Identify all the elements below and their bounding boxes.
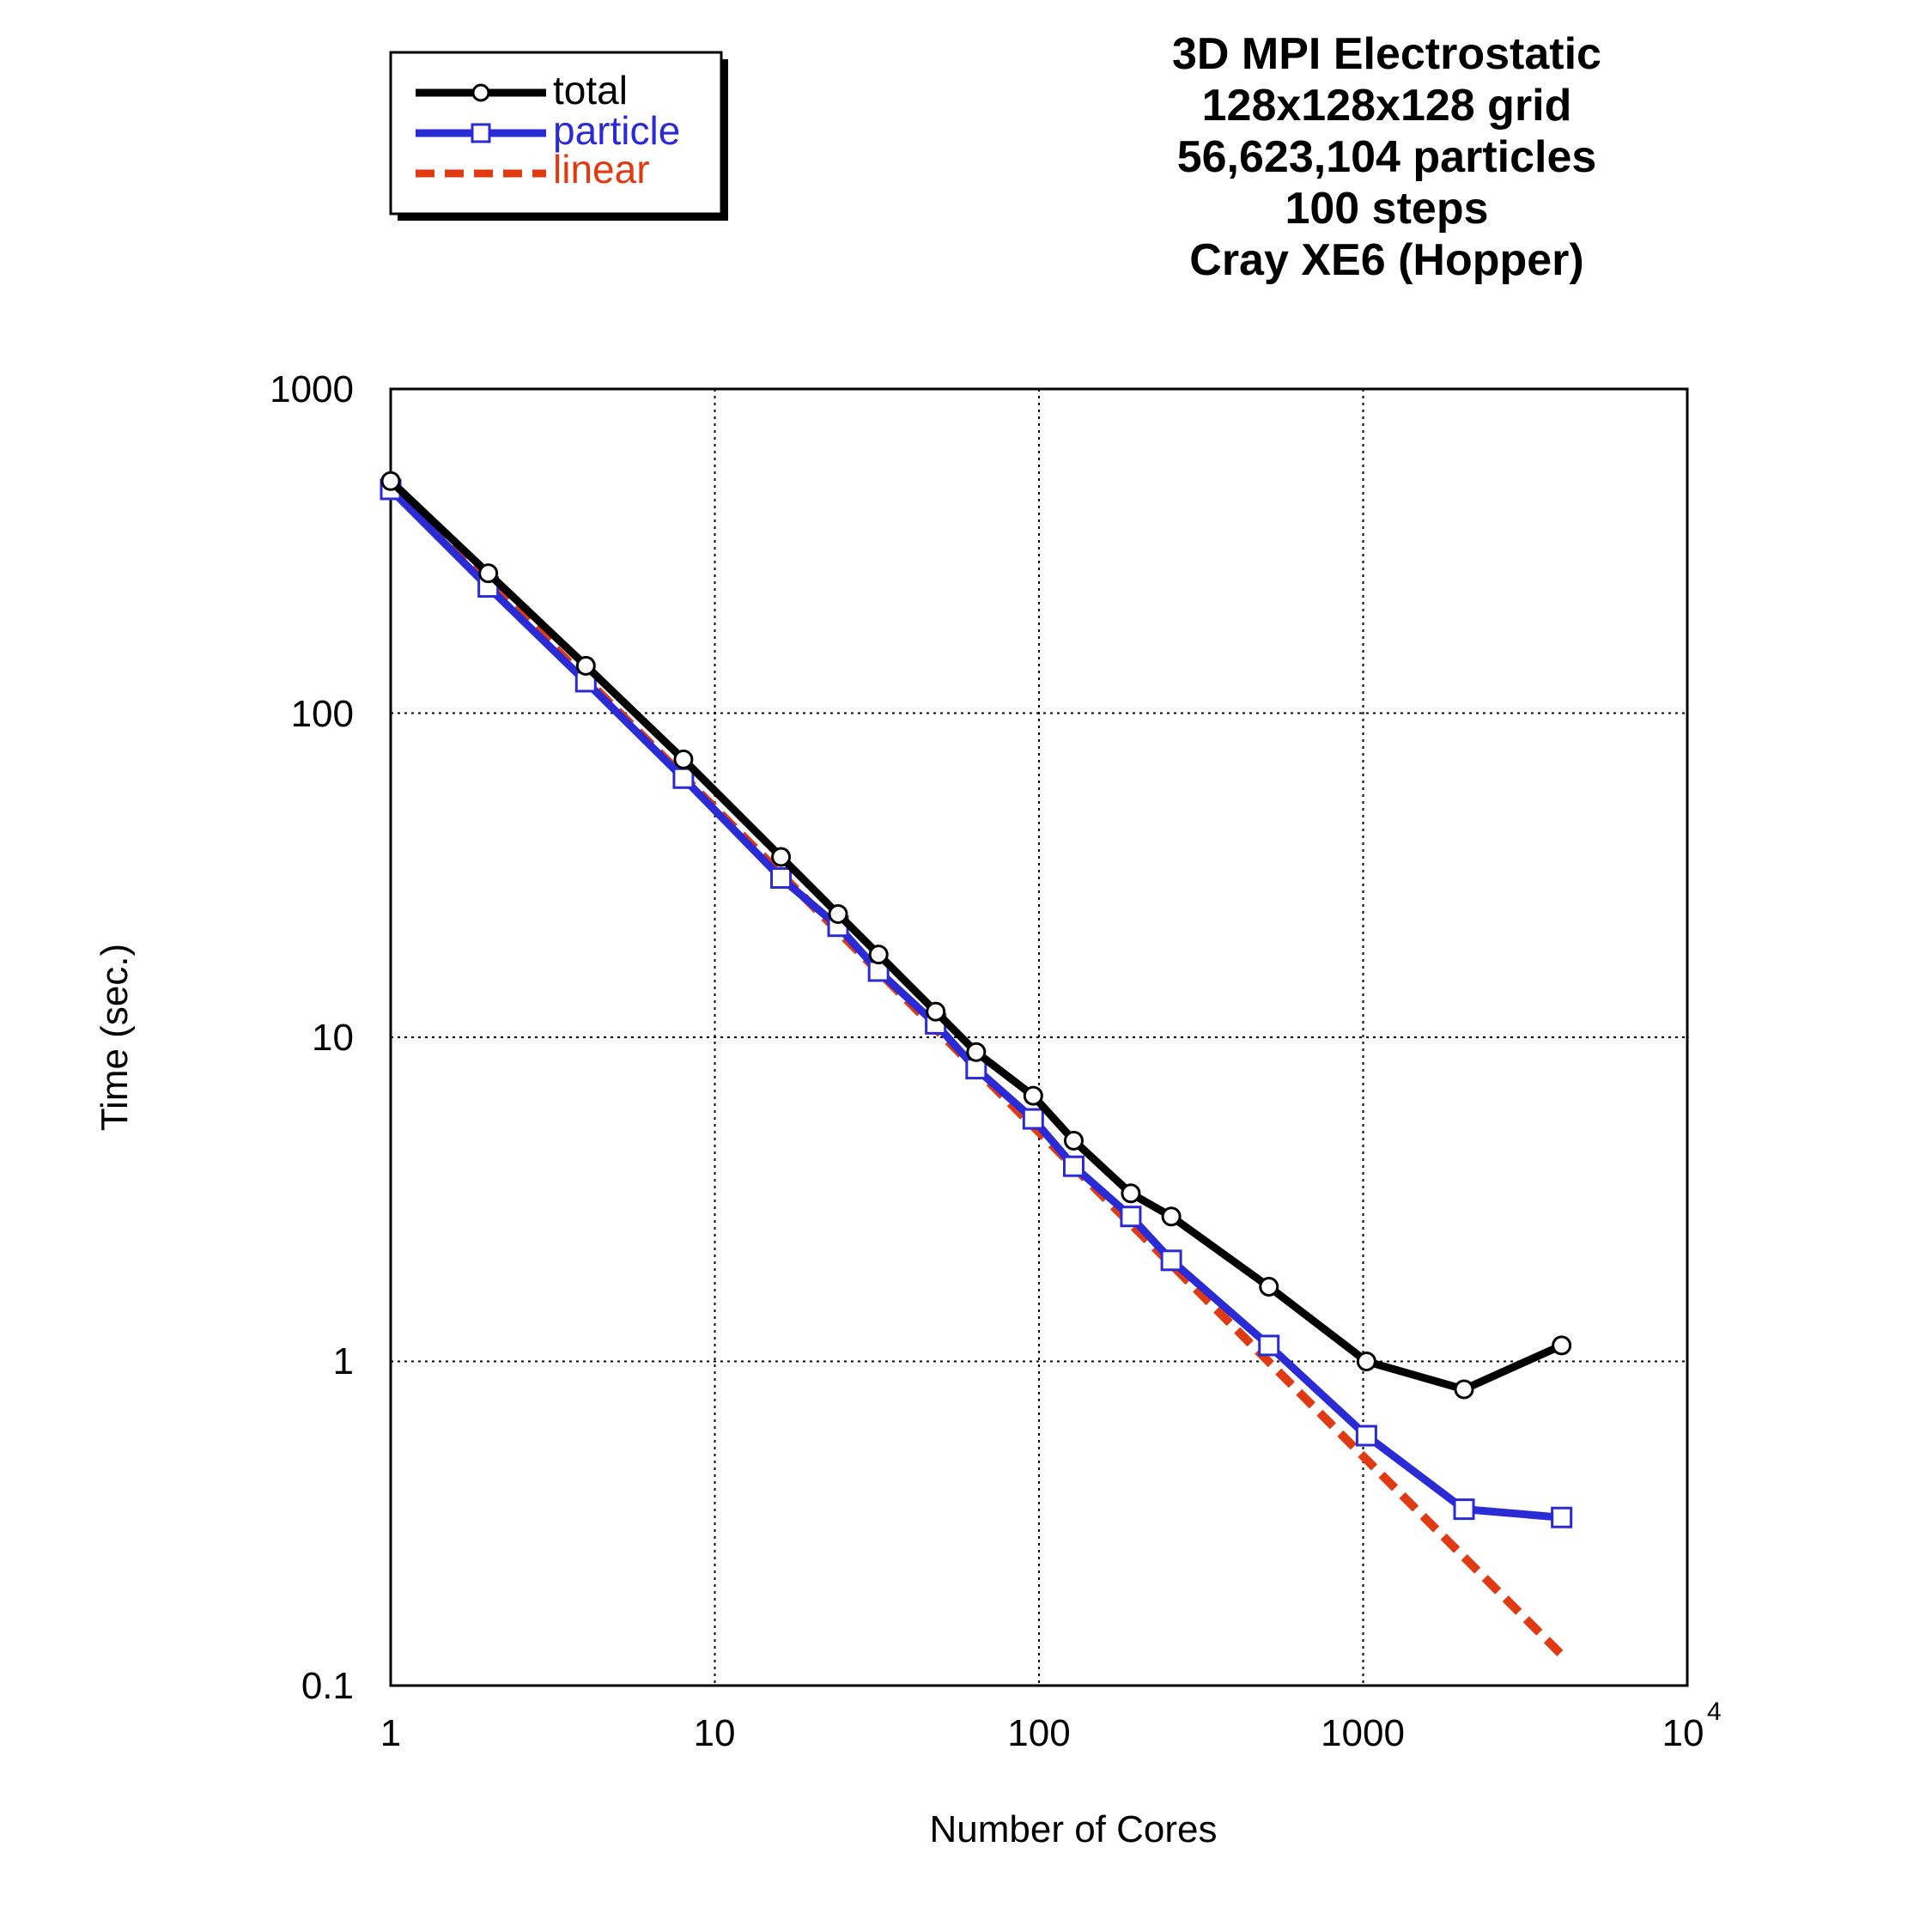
series-layer: [380, 471, 1573, 1658]
data-point-total: [1023, 1085, 1043, 1106]
x-tick-label: 10: [694, 1712, 736, 1754]
grid: [391, 389, 1687, 1686]
data-point-particle: [770, 867, 793, 890]
data-point-particle: [1258, 1334, 1280, 1357]
data-point-total: [828, 903, 848, 924]
y-axis-ticks: 0.1 1 10 100 1000: [270, 368, 354, 1707]
y-tick-label: 100: [291, 693, 354, 735]
data-point-total: [575, 655, 596, 676]
x-tick-label: 1: [380, 1712, 401, 1754]
title-line-5: Cray XE6 (Hopper): [1189, 235, 1583, 285]
data-point-total: [673, 749, 694, 769]
data-point-total: [1161, 1206, 1182, 1227]
legend-item-linear: linear: [416, 147, 650, 191]
legend-label-total: total: [553, 68, 628, 112]
y-tick-label: 1: [333, 1340, 354, 1382]
series-total: [380, 471, 1572, 1400]
data-point-particle: [672, 767, 695, 789]
title-line-3: 56,623,104 particles: [1177, 132, 1597, 182]
legend-label-linear: linear: [553, 147, 650, 191]
data-point-particle: [965, 1058, 987, 1080]
legend-label-particle: particle: [553, 108, 680, 153]
data-point-total: [1121, 1183, 1141, 1204]
data-point-total: [868, 945, 889, 965]
x-tick-label: 10: [1662, 1712, 1704, 1754]
data-point-particle: [1551, 1506, 1573, 1528]
legend: total particle linear: [389, 51, 728, 221]
legend-item-total: total: [416, 68, 628, 112]
y-tick-label: 1000: [270, 368, 354, 410]
x-tick-exponent: 4: [1707, 1698, 1722, 1726]
data-point-particle: [1160, 1249, 1182, 1272]
y-tick-label: 10: [312, 1017, 354, 1059]
title-line-1: 3D MPI Electrostatic: [1172, 29, 1601, 79]
data-point-total: [771, 847, 792, 867]
y-tick-label: 0.1: [301, 1665, 354, 1707]
title-line-2: 128x128x128 grid: [1202, 81, 1572, 131]
data-point-total: [1356, 1352, 1376, 1371]
x-tick-label: 100: [1007, 1712, 1070, 1754]
data-point-particle: [1120, 1206, 1142, 1228]
data-point-total: [478, 563, 499, 584]
data-point-particle: [1062, 1155, 1084, 1177]
legend-marker-square: [471, 123, 491, 143]
data-point-total: [1259, 1277, 1279, 1297]
plot-frame: [389, 387, 1689, 1687]
legend-marker-circle: [471, 83, 490, 102]
legend-item-particle: particle: [416, 108, 680, 153]
data-point-total: [1454, 1379, 1474, 1400]
data-point-total: [926, 1001, 946, 1022]
data-point-particle: [1355, 1425, 1377, 1447]
chart-title: 3D MPI Electrostatic 128x128x128 grid 56…: [1172, 29, 1601, 285]
series-line-total: [387, 477, 1564, 1394]
y-axis-label: Time (sec.): [94, 944, 136, 1131]
title-line-4: 100 steps: [1285, 184, 1488, 234]
x-axis-ticks: 1 10 100 1000 10 4: [380, 1698, 1722, 1754]
x-axis-label: Number of Cores: [929, 1808, 1217, 1850]
data-point-particle: [1022, 1108, 1044, 1130]
x-tick-label: 1000: [1321, 1712, 1405, 1754]
data-point-particle: [1453, 1498, 1475, 1521]
data-point-total: [380, 471, 401, 491]
data-point-total: [1552, 1335, 1572, 1356]
data-point-total: [1063, 1130, 1084, 1151]
data-point-total: [966, 1042, 987, 1062]
